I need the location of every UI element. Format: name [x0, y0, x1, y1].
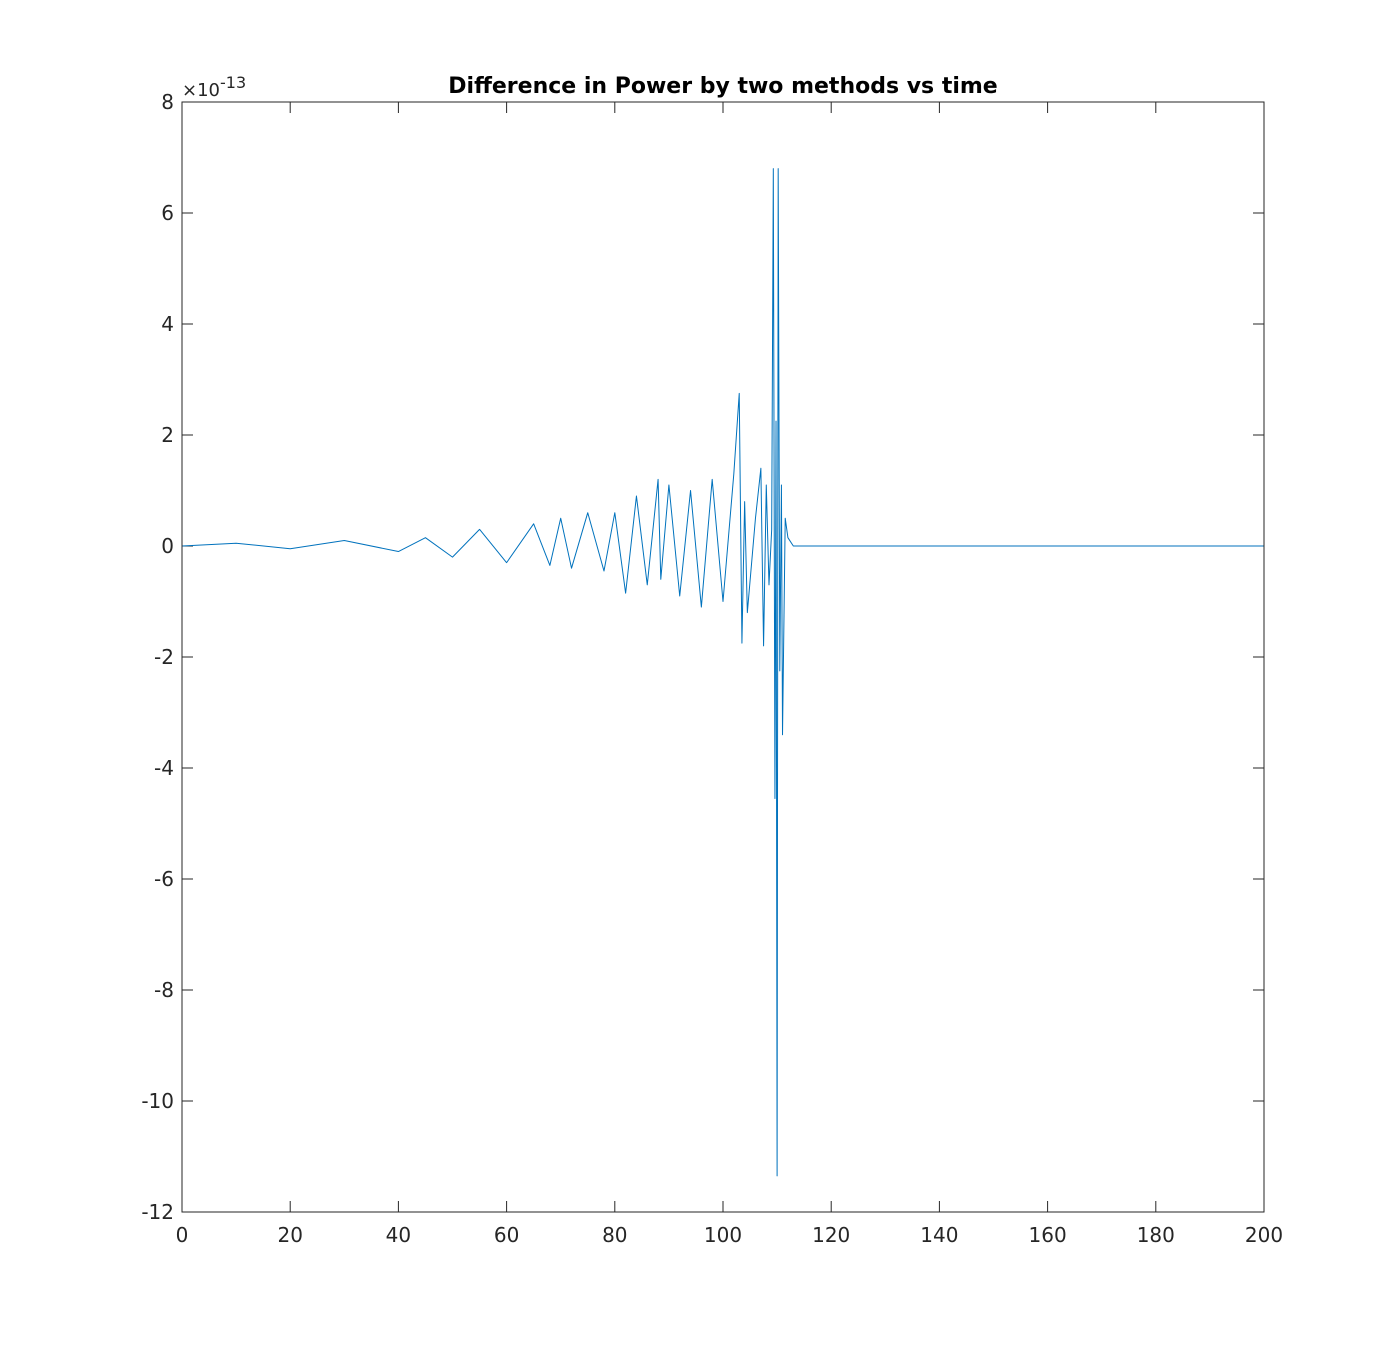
- x-tick-label: 180: [1137, 1223, 1175, 1247]
- x-tick-label: 100: [704, 1223, 742, 1247]
- y-tick-label: -10: [141, 1089, 174, 1113]
- y-tick-label: -2: [154, 645, 174, 669]
- y-tick-label: -4: [154, 756, 174, 780]
- y-tick-label: 8: [161, 90, 174, 114]
- y-exponent-base: ×10: [182, 80, 220, 101]
- plot-area: [182, 102, 1264, 1212]
- x-tick-label: 120: [812, 1223, 850, 1247]
- x-tick-label: 20: [277, 1223, 302, 1247]
- series-line: [181, 168, 1264, 1177]
- y-tick-label: 2: [161, 423, 174, 447]
- data-series: [181, 168, 1264, 1177]
- y-exponent-power: -13: [220, 73, 246, 92]
- y-tick-label: 6: [161, 201, 174, 225]
- x-tick-label: 40: [386, 1223, 411, 1247]
- y-tick-label: -12: [141, 1200, 174, 1224]
- chart-title: Difference in Power by two methods vs ti…: [448, 74, 997, 99]
- x-tick-label: 140: [920, 1223, 958, 1247]
- y-exponent-label: ×10-13: [182, 73, 246, 101]
- y-tick-label: -8: [154, 978, 174, 1002]
- y-tick-label: -6: [154, 867, 174, 891]
- axes-box: [181, 101, 1265, 1213]
- y-tick-label: 0: [161, 534, 174, 558]
- x-tick-label: 200: [1245, 1223, 1283, 1247]
- y-tick-label: 4: [161, 312, 174, 336]
- x-tick-label: 60: [494, 1223, 519, 1247]
- tick-labels: 0 20 40 60 80 100 120 140 160 180 200-12-10-8-6-4-…: [141, 90, 1283, 1247]
- x-tick-label: 80: [602, 1223, 627, 1247]
- x-tick-label: 0: [176, 1223, 189, 1247]
- x-tick-label: 160: [1029, 1223, 1067, 1247]
